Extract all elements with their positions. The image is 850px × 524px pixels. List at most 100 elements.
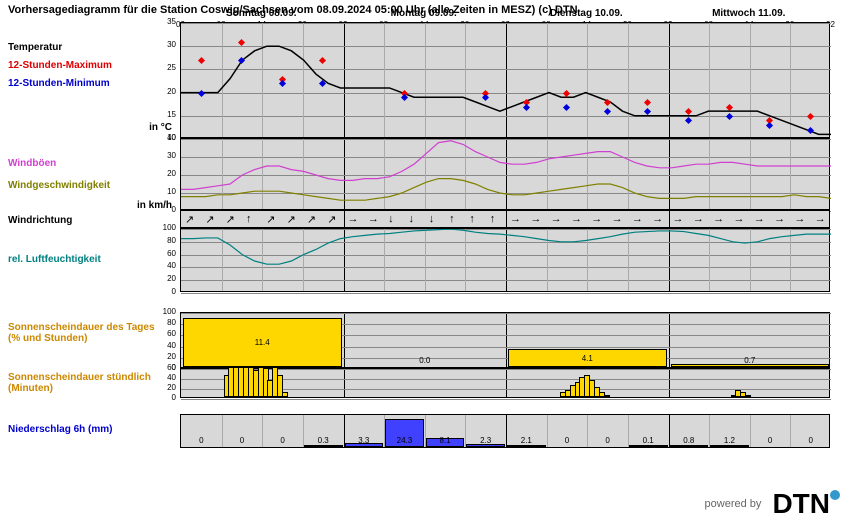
rain-value: 1.2 [709, 436, 750, 445]
wind-arrow: ↑ [246, 213, 252, 225]
wind-arrow: → [591, 213, 602, 225]
footer: powered by DTN [705, 488, 840, 520]
label-max: 12-Stunden-Maximum [8, 60, 112, 71]
y-tick: 80 [158, 236, 176, 245]
y-tick: 20 [158, 352, 176, 361]
rain-value: 0 [181, 436, 222, 445]
wind-arrow: → [571, 213, 582, 225]
sun-hour-bar [282, 392, 288, 397]
wind-arrow: ↗ [307, 213, 316, 226]
y-tick: 60 [158, 363, 176, 372]
rain-value: 8.1 [425, 436, 466, 445]
y-tick: 0 [158, 205, 176, 214]
y-tick: 25 [158, 63, 176, 72]
wind-arrow: ↗ [266, 213, 275, 226]
y-tick: 20 [158, 274, 176, 283]
sun-hour-bar [604, 395, 610, 398]
rain-value: 0 [262, 436, 303, 445]
wind-arrow: ↓ [388, 213, 394, 225]
label-sonne-tag: Sonnenscheindauer des Tages (% und Stund… [8, 322, 158, 344]
label-nieder: Niederschlag 6h (mm) [8, 424, 112, 435]
wind-arrow: ↗ [205, 213, 214, 226]
wind-arrow: ↗ [327, 213, 336, 226]
y-tick: 20 [158, 169, 176, 178]
wind-arrow: → [632, 213, 643, 225]
y-tick: 0 [158, 287, 176, 296]
label-min: 12-Stunden-Minimum [8, 78, 110, 89]
wind-arrow: → [652, 213, 663, 225]
wind-arrow: ↑ [490, 213, 496, 225]
wind-arrow: → [368, 213, 379, 225]
y-tick: 20 [158, 383, 176, 392]
day-header: Dienstag 10.09. [505, 8, 668, 19]
wind-arrow: → [530, 213, 541, 225]
legend-column: Temperatur 12-Stunden-Maximum 12-Stunden… [4, 22, 174, 460]
rain-value: 0 [547, 436, 588, 445]
wind-arrow: → [673, 213, 684, 225]
label-windboeen: Windböen [8, 158, 56, 169]
wind-arrow: → [794, 213, 805, 225]
label-windgeschw: Windgeschwindigkeit [8, 180, 110, 191]
y-tick: 40 [158, 373, 176, 382]
y-tick: 80 [158, 318, 176, 327]
y-tick: 60 [158, 329, 176, 338]
wind-arrow: ↗ [185, 213, 194, 226]
rain-value: 0 [790, 436, 831, 445]
wind-arrow: → [815, 213, 826, 225]
rain-value: 0 [750, 436, 791, 445]
day-header: Sonntag 08.09. [180, 8, 343, 19]
panel-sun-day: 11.40.04.10.7 [180, 312, 830, 368]
rain-bar [304, 445, 343, 447]
y-tick: 20 [158, 87, 176, 96]
wind-arrow: → [733, 213, 744, 225]
wind-arrow: → [551, 213, 562, 225]
rain-bar [629, 445, 668, 447]
wind-arrow: → [713, 213, 724, 225]
sun-day-value: 11.4 [181, 338, 344, 347]
y-tick: 60 [158, 249, 176, 258]
rain-value: 0 [222, 436, 263, 445]
y-tick: 40 [158, 133, 176, 142]
sun-hour-bar [745, 395, 751, 398]
wind-arrow: → [348, 213, 359, 225]
wind-arrow: ↓ [408, 213, 414, 225]
wind-arrow: ↓ [429, 213, 435, 225]
rain-value: 2.1 [506, 436, 547, 445]
wind-arrow: → [774, 213, 785, 225]
wind-arrow: → [612, 213, 623, 225]
y-tick: 30 [158, 151, 176, 160]
label-relhum: rel. Luftfeuchtigkeit [8, 254, 101, 265]
sun-day-value: 0.7 [669, 356, 832, 365]
panel-wind [180, 138, 830, 210]
wind-arrow: ↗ [226, 213, 235, 226]
powered-by-text: powered by [705, 498, 762, 510]
day-header: Mittwoch 11.09. [668, 8, 831, 19]
rain-value: 0.3 [303, 436, 344, 445]
label-temperatur: Temperatur [8, 42, 62, 53]
label-sonne-std: Sonnenscheindauer stündlich (Minuten) [8, 372, 158, 394]
chart-panels: Sonntag 08.09.02081420Montag 09.09.02081… [180, 22, 830, 460]
panel-rain: 0000.33.324.38.12.32.1000.10.81.200 [180, 414, 830, 448]
y-tick: 10 [158, 187, 176, 196]
rain-bar [710, 445, 749, 447]
panel-humidity [180, 228, 830, 292]
forecast-diagram: Vorhersagediagramm für die Station Coswi… [0, 0, 850, 524]
rain-value: 0.1 [628, 436, 669, 445]
y-tick: 35 [158, 17, 176, 26]
y-tick: 0 [158, 393, 176, 402]
day-header: Montag 09.09. [343, 8, 506, 19]
sun-day-value: 4.1 [506, 354, 669, 363]
wind-arrow: ↑ [469, 213, 475, 225]
panel-sun-hour [180, 368, 830, 398]
panel-temp [180, 22, 830, 138]
rain-value: 0.8 [669, 436, 710, 445]
y-tick: 30 [158, 40, 176, 49]
rain-value: 0 [587, 436, 628, 445]
rain-value: 2.3 [465, 436, 506, 445]
wind-arrow: → [510, 213, 521, 225]
y-tick: 15 [158, 110, 176, 119]
rain-value: 3.3 [344, 436, 385, 445]
wind-arrow: ↑ [449, 213, 455, 225]
label-windrichtung: Windrichtung [8, 215, 72, 226]
y-tick: 40 [158, 341, 176, 350]
